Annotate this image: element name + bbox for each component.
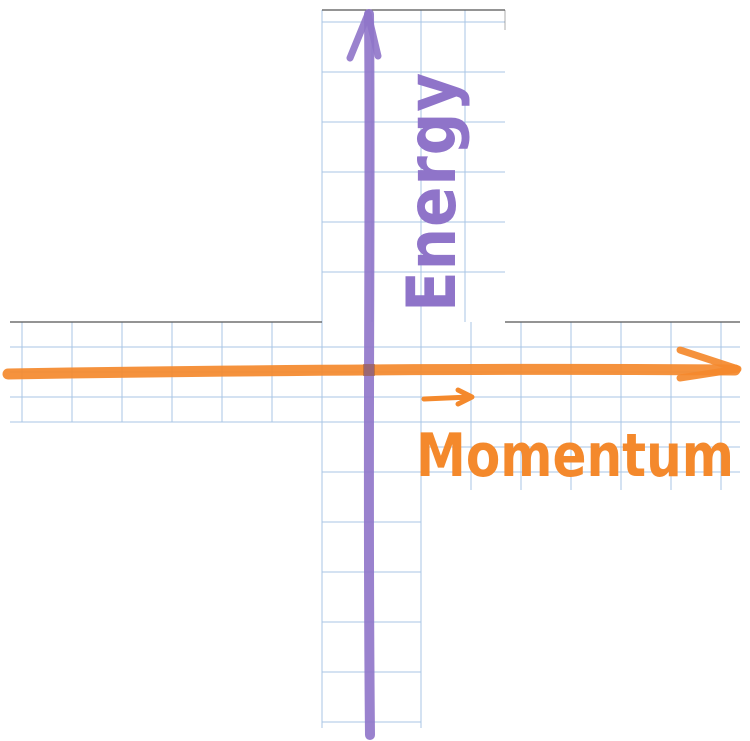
vector-arrow-icon <box>421 387 475 407</box>
momentum-axis <box>2 363 741 380</box>
energy-axis-label: Energy <box>393 72 472 312</box>
axis-crossing <box>363 364 375 376</box>
arrow-up-icon <box>346 10 382 62</box>
arrow-right-icon <box>676 346 742 382</box>
energy-axis <box>363 9 375 740</box>
momentum-axis-label: Momentum <box>416 421 734 491</box>
